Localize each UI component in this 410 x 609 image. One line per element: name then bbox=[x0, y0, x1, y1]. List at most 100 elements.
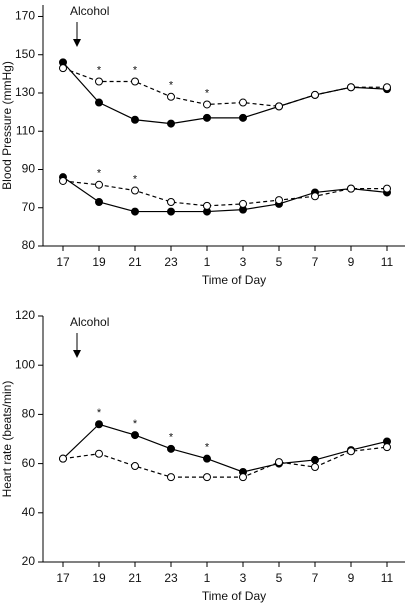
x-tick-label: 3 bbox=[240, 571, 247, 585]
x-tick-label: 19 bbox=[92, 255, 106, 269]
annotation-arrowhead bbox=[73, 39, 81, 47]
data-point bbox=[239, 98, 247, 107]
data-point bbox=[203, 100, 211, 109]
data-point bbox=[167, 473, 175, 482]
y-tick-label: 60 bbox=[22, 456, 36, 470]
significance-label: * bbox=[169, 432, 174, 444]
x-tick-label: 7 bbox=[312, 571, 319, 585]
data-point bbox=[95, 449, 103, 458]
annotation: Alcohol bbox=[70, 4, 109, 18]
x-tick-label: 21 bbox=[128, 571, 142, 585]
data-point bbox=[203, 473, 211, 482]
data-point bbox=[131, 462, 139, 471]
x-tick-label: 7 bbox=[312, 255, 319, 269]
x-tick-label: 23 bbox=[164, 571, 178, 585]
data-point bbox=[239, 113, 247, 122]
x-tick-label: 5 bbox=[276, 571, 283, 585]
y-axis-label: Heart rate (beats/min) bbox=[0, 381, 14, 498]
data-point bbox=[131, 115, 139, 124]
x-tick-label: 9 bbox=[348, 255, 355, 269]
y-tick-label: 40 bbox=[22, 505, 36, 519]
y-tick-label: 120 bbox=[15, 308, 35, 322]
data-point bbox=[167, 207, 175, 216]
series-line bbox=[62, 446, 388, 478]
data-point bbox=[311, 192, 319, 201]
y-tick-label: 70 bbox=[22, 200, 36, 214]
data-point bbox=[275, 102, 283, 111]
x-tick-label: 11 bbox=[381, 571, 394, 585]
data-point bbox=[239, 473, 247, 482]
y-tick-label: 80 bbox=[22, 407, 36, 421]
y-tick-label: 80 bbox=[22, 238, 36, 252]
data-point bbox=[275, 458, 283, 467]
data-point bbox=[383, 83, 391, 92]
x-tick-label: 1 bbox=[204, 571, 211, 585]
data-point bbox=[95, 98, 103, 107]
data-point bbox=[167, 119, 175, 128]
data-point bbox=[383, 443, 391, 452]
data-point bbox=[167, 444, 175, 453]
x-tick-label: 3 bbox=[240, 255, 247, 269]
series-line bbox=[62, 176, 388, 213]
x-axis-label: Time of Day bbox=[202, 589, 266, 603]
series-line bbox=[62, 423, 388, 473]
significance-label: * bbox=[205, 442, 210, 454]
x-tick-label: 9 bbox=[348, 571, 355, 585]
data-point bbox=[131, 207, 139, 216]
data-point bbox=[311, 455, 319, 464]
y-tick-label: 90 bbox=[22, 162, 36, 176]
data-point bbox=[275, 196, 283, 205]
x-tick-label: 21 bbox=[128, 255, 142, 269]
y-axis-label: Blood Pressure (mmHg) bbox=[0, 61, 14, 190]
x-tick-label: 17 bbox=[56, 255, 70, 269]
data-point bbox=[347, 447, 355, 456]
data-point bbox=[59, 64, 67, 73]
significance-label: * bbox=[205, 87, 210, 99]
series-line bbox=[62, 67, 387, 107]
data-point bbox=[131, 431, 139, 440]
data-point bbox=[311, 463, 319, 472]
x-tick-label: 19 bbox=[92, 571, 106, 585]
series-line bbox=[62, 180, 387, 207]
x-tick-label: 17 bbox=[56, 571, 70, 585]
data-point bbox=[95, 420, 103, 429]
data-point bbox=[203, 454, 211, 463]
data-point bbox=[383, 184, 391, 193]
data-point bbox=[311, 90, 319, 99]
significance-label: * bbox=[133, 418, 138, 430]
annotation: Alcohol bbox=[70, 315, 109, 329]
data-point bbox=[347, 83, 355, 92]
data-point bbox=[95, 198, 103, 207]
x-tick-label: 11 bbox=[381, 255, 394, 269]
data-point bbox=[131, 77, 139, 86]
data-point bbox=[59, 454, 67, 463]
y-tick-label: 100 bbox=[15, 357, 35, 371]
data-point bbox=[59, 176, 67, 185]
data-point bbox=[131, 186, 139, 195]
y-tick-label: 110 bbox=[16, 123, 35, 137]
y-tick-label: 170 bbox=[15, 9, 35, 23]
significance-label: * bbox=[97, 407, 102, 419]
data-point bbox=[167, 198, 175, 207]
x-tick-label: 5 bbox=[276, 255, 283, 269]
x-axis-label: Time of Day bbox=[202, 273, 266, 287]
series-line bbox=[62, 61, 388, 125]
y-tick-label: 130 bbox=[15, 85, 35, 99]
x-tick-label: 1 bbox=[204, 255, 211, 269]
data-point bbox=[167, 92, 175, 101]
significance-label: * bbox=[169, 80, 174, 92]
annotation-arrowhead bbox=[73, 350, 81, 358]
significance-label: * bbox=[97, 64, 102, 76]
significance-label: * bbox=[133, 173, 138, 185]
significance-label: * bbox=[97, 168, 102, 180]
data-point bbox=[203, 113, 211, 122]
data-point bbox=[95, 77, 103, 86]
significance-label: * bbox=[133, 64, 138, 76]
data-point bbox=[203, 201, 211, 210]
data-point bbox=[347, 184, 355, 193]
data-point bbox=[239, 199, 247, 208]
x-tick-label: 23 bbox=[164, 255, 178, 269]
y-tick-label: 20 bbox=[22, 554, 36, 568]
y-tick-label: 150 bbox=[15, 47, 35, 61]
data-point bbox=[95, 180, 103, 189]
